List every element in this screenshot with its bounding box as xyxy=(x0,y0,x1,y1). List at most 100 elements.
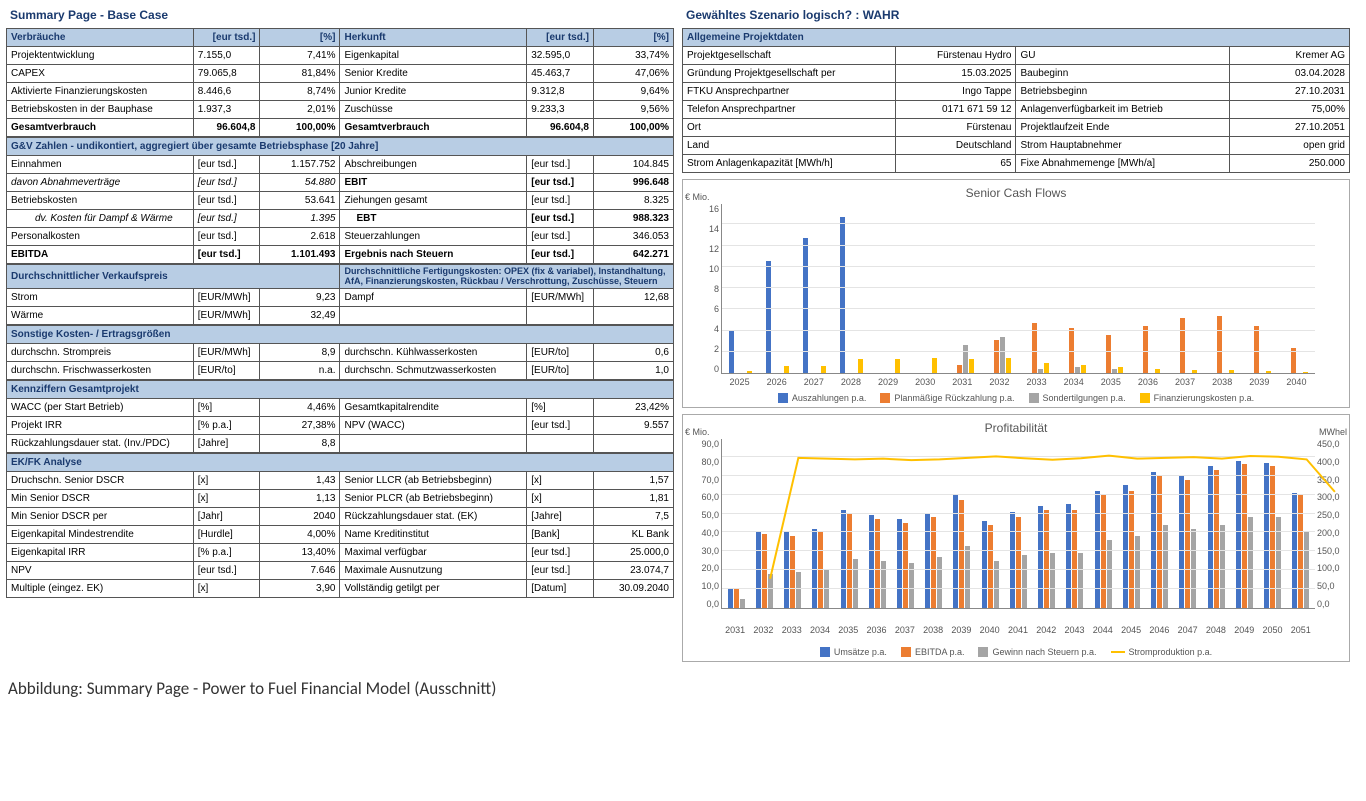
cell: 7,41% xyxy=(260,47,340,65)
cell: Eigenkapital xyxy=(340,47,527,65)
bar xyxy=(1118,367,1123,373)
cell: Gesamtkapitalrendite xyxy=(340,398,527,416)
kennziffern-header: Kennziffern Gesamtprojekt xyxy=(7,380,674,398)
bar xyxy=(847,514,852,608)
x-tick: 2047 xyxy=(1174,625,1202,635)
x-tick: 2049 xyxy=(1230,625,1258,635)
cell: durchschn. Kühlwasserkosten xyxy=(340,343,527,361)
figure-caption: Abbildung: Summary Page - Power to Fuel … xyxy=(0,668,1366,705)
ekfk-header: EK/FK Analyse xyxy=(7,453,674,471)
cell: 996.648 xyxy=(593,174,673,192)
cell: dv. Kosten für Dampf & Wärme xyxy=(7,210,194,228)
cell: Eigenkapital Mindestrendite xyxy=(7,525,194,543)
bar xyxy=(1242,464,1247,608)
cell: EBITDA xyxy=(7,246,194,264)
cell: 96.604,8 xyxy=(193,119,260,137)
x-tick: 2037 xyxy=(1167,377,1204,387)
bar-group xyxy=(1093,335,1130,373)
col-header: Verbräuche xyxy=(7,29,194,47)
table-ekfk: EK/FK Analyse Druchschn. Senior DSCR[x]1… xyxy=(6,453,674,598)
table-projektdaten: Allgemeine Projektdaten Projektgesellsch… xyxy=(682,28,1350,173)
bar xyxy=(982,521,987,608)
bar xyxy=(796,572,801,608)
cell: [eur tsd.] xyxy=(527,174,594,192)
cell: 27.10.2051 xyxy=(1229,119,1349,137)
cell: 9,64% xyxy=(593,83,673,101)
cell: NPV xyxy=(7,561,194,579)
cell: [eur tsd.] xyxy=(193,561,260,579)
x-tick: 2030 xyxy=(907,377,944,387)
bar xyxy=(1044,363,1049,373)
cell: 1.101.493 xyxy=(260,246,340,264)
preis-header-r: Durchschnittliche Fertigungskosten: OPEX… xyxy=(340,265,674,289)
cell: 27,38% xyxy=(260,416,340,434)
cell: Ergebnis nach Steuern xyxy=(340,246,527,264)
cell xyxy=(340,306,527,324)
bar xyxy=(1135,536,1140,608)
bar xyxy=(790,536,795,608)
bar xyxy=(734,589,739,608)
cell: 2,01% xyxy=(260,101,340,119)
bar-group xyxy=(920,514,948,608)
cell: [eur tsd.] xyxy=(527,416,594,434)
cell: [eur tsd.] xyxy=(193,192,260,210)
cell: Aktivierte Finanzierungskosten xyxy=(7,83,194,101)
cell: Abschreibungen xyxy=(340,156,527,174)
cell: [x] xyxy=(527,489,594,507)
cell: 8,74% xyxy=(260,83,340,101)
cell: 1,57 xyxy=(593,471,673,489)
x-tick: 2045 xyxy=(1117,625,1145,635)
chart1-title: Senior Cash Flows xyxy=(687,184,1345,204)
cell: [% p.a.] xyxy=(193,416,260,434)
cell: [EUR/MWh] xyxy=(193,306,260,324)
x-tick: 2031 xyxy=(944,377,981,387)
cell: [x] xyxy=(193,579,260,597)
x-tick: 2037 xyxy=(891,625,919,635)
cell: 8,9 xyxy=(260,343,340,361)
cell: Maximale Ausnutzung xyxy=(340,561,527,579)
cell: 79.065,8 xyxy=(193,65,260,83)
cell: 0171 671 59 12 xyxy=(896,101,1016,119)
cell: 75,00% xyxy=(1229,101,1349,119)
bar xyxy=(1000,337,1005,373)
cell: [eur tsd.] xyxy=(527,210,594,228)
legend-item: Auszahlungen p.a. xyxy=(778,393,867,403)
bar xyxy=(1106,335,1111,373)
cell: 13,40% xyxy=(260,543,340,561)
cell: Anlagenverfügbarkeit im Betrieb xyxy=(1016,101,1229,119)
legend-item: Sondertilgungen p.a. xyxy=(1029,393,1126,403)
bar xyxy=(1038,506,1043,608)
bar-group xyxy=(1117,485,1145,608)
cell: KL Bank xyxy=(593,525,673,543)
table-sonstige: Sonstige Kosten- / Ertragsgrößen durchsc… xyxy=(6,325,674,380)
cell: Junior Kredite xyxy=(340,83,527,101)
cell: [%] xyxy=(193,398,260,416)
cell: open grid xyxy=(1229,137,1349,155)
bar-group xyxy=(1019,323,1056,373)
cell: Fürstenau xyxy=(896,119,1016,137)
cell: [% p.a.] xyxy=(193,543,260,561)
cell: 642.271 xyxy=(593,246,673,264)
cell: Ziehungen gesamt xyxy=(340,192,527,210)
cell: 104.845 xyxy=(593,156,673,174)
cell: Projektentwicklung xyxy=(7,47,194,65)
legend-item: Stromproduktion p.a. xyxy=(1111,647,1213,657)
x-tick: 2027 xyxy=(795,377,832,387)
cell: GU xyxy=(1016,47,1229,65)
cell xyxy=(593,434,673,452)
cell: FTKU Ansprechpartner xyxy=(683,83,896,101)
x-tick: 2050 xyxy=(1258,625,1286,635)
bar-group xyxy=(1167,318,1204,373)
cell: 100,00% xyxy=(260,119,340,137)
bar-group xyxy=(981,337,1018,373)
bar xyxy=(1163,525,1168,608)
title-left: Summary Page - Base Case xyxy=(6,6,674,28)
cell: 15.03.2025 xyxy=(896,65,1016,83)
cell: WACC (per Start Betrieb) xyxy=(7,398,194,416)
cell: [EUR/MWh] xyxy=(527,288,594,306)
cell: [eur tsd.] xyxy=(527,543,594,561)
bar xyxy=(1229,370,1234,373)
cell: [Bank] xyxy=(527,525,594,543)
bar-group xyxy=(1130,326,1167,373)
legend-item: Finanzierungskosten p.a. xyxy=(1140,393,1255,403)
